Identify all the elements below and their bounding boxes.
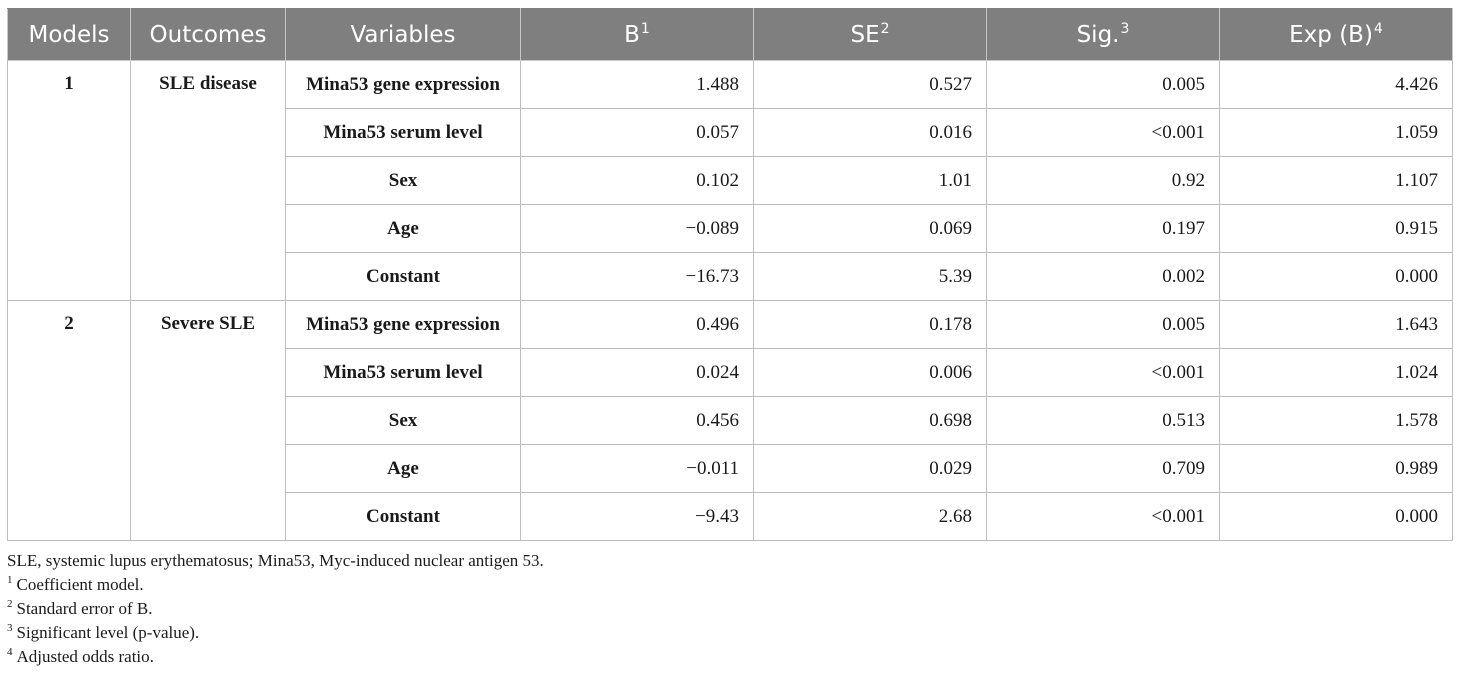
outcome-cell: SLE disease xyxy=(130,60,286,301)
se-cell: 0.006 xyxy=(753,348,987,397)
header-b-footnote-marker: 1 xyxy=(640,20,650,37)
header-se-footnote-marker: 2 xyxy=(880,20,890,37)
footnote-marker: 1 xyxy=(7,574,13,587)
table-row: Constant −16.73 5.39 0.002 0.000 xyxy=(8,252,1453,301)
expb-cell: 1.024 xyxy=(1219,348,1453,397)
variable-cell: Mina53 serum level xyxy=(285,108,521,157)
footnote-item: 4 Adjusted odds ratio. xyxy=(7,645,544,669)
variable-cell: Sex xyxy=(285,396,521,445)
table-row: Constant −9.43 2.68 <0.001 0.000 xyxy=(8,492,1453,541)
expb-cell: 1.643 xyxy=(1219,300,1453,349)
model-cell: 2 xyxy=(7,300,131,541)
footnote-text: Standard error of B. xyxy=(16,599,153,618)
footnote-marker: 4 xyxy=(7,646,13,659)
footnote-item: 3 Significant level (p-value). xyxy=(7,621,544,645)
outcome-cell: Severe SLE xyxy=(130,300,286,541)
table-footnotes: SLE, systemic lupus erythematosus; Mina5… xyxy=(7,549,544,669)
header-se-label: SE xyxy=(850,21,880,48)
sig-cell: 0.002 xyxy=(986,252,1220,301)
expb-cell: 0.000 xyxy=(1219,252,1453,301)
b-cell: −0.089 xyxy=(520,204,754,253)
se-cell: 2.68 xyxy=(753,492,987,541)
expb-cell: 0.989 xyxy=(1219,444,1453,493)
table-header-row: Models Outcomes Variables B1 SE2 Sig.3 E… xyxy=(7,8,1453,61)
b-cell: 0.496 xyxy=(520,300,754,349)
footnote-text: Significant level (p-value). xyxy=(16,623,200,642)
sig-cell: <0.001 xyxy=(986,492,1220,541)
se-cell: 1.01 xyxy=(753,156,987,205)
table-row: Mina53 serum level 0.024 0.006 <0.001 1.… xyxy=(8,348,1453,397)
footnote-item: 1 Coefficient model. xyxy=(7,573,544,597)
b-cell: −0.011 xyxy=(520,444,754,493)
abbreviations-note: SLE, systemic lupus erythematosus; Mina5… xyxy=(7,551,544,570)
sig-cell: <0.001 xyxy=(986,348,1220,397)
table-body: 1 SLE disease Mina53 gene expression 1.4… xyxy=(7,60,1453,541)
b-cell: 0.024 xyxy=(520,348,754,397)
se-cell: 0.069 xyxy=(753,204,987,253)
footnote-marker: 3 xyxy=(7,622,13,635)
model-cell: 1 xyxy=(7,60,131,301)
results-table-container: Models Outcomes Variables B1 SE2 Sig.3 E… xyxy=(7,8,1453,541)
se-cell: 0.016 xyxy=(753,108,987,157)
se-cell: 0.698 xyxy=(753,396,987,445)
sig-cell: 0.92 xyxy=(986,156,1220,205)
variable-cell: Mina53 serum level xyxy=(285,348,521,397)
se-cell: 0.527 xyxy=(753,60,987,109)
expb-cell: 1.578 xyxy=(1219,396,1453,445)
b-cell: −9.43 xyxy=(520,492,754,541)
footnote-text: Adjusted odds ratio. xyxy=(16,647,154,666)
b-cell: 0.456 xyxy=(520,396,754,445)
expb-cell: 4.426 xyxy=(1219,60,1453,109)
header-variables: Variables xyxy=(285,8,521,61)
se-cell: 5.39 xyxy=(753,252,987,301)
se-cell: 0.029 xyxy=(753,444,987,493)
header-outcomes: Outcomes xyxy=(130,8,286,61)
sig-cell: <0.001 xyxy=(986,108,1220,157)
header-sig: Sig.3 xyxy=(986,8,1220,61)
header-expb-footnote-marker: 4 xyxy=(1373,20,1383,37)
table-row: Mina53 serum level 0.057 0.016 <0.001 1.… xyxy=(8,108,1453,157)
expb-cell: 1.059 xyxy=(1219,108,1453,157)
variable-cell: Age xyxy=(285,204,521,253)
header-b-label: B xyxy=(624,21,640,48)
sig-cell: 0.197 xyxy=(986,204,1220,253)
table-row: 2 Severe SLE Mina53 gene expression 0.49… xyxy=(7,300,1453,541)
variable-cell: Mina53 gene expression xyxy=(285,60,521,109)
footnote-item: 2 Standard error of B. xyxy=(7,597,544,621)
sig-cell: 0.709 xyxy=(986,444,1220,493)
header-models: Models xyxy=(7,8,131,61)
table-row: Sex 0.456 0.698 0.513 1.578 xyxy=(8,396,1453,445)
footnote-text: Coefficient model. xyxy=(16,575,144,594)
header-expb-label: Exp (B) xyxy=(1289,21,1373,48)
b-cell: 1.488 xyxy=(520,60,754,109)
variable-cell: Mina53 gene expression xyxy=(285,300,521,349)
sig-cell: 0.005 xyxy=(986,60,1220,109)
header-b: B1 xyxy=(520,8,754,61)
table-row: Age −0.089 0.069 0.197 0.915 xyxy=(8,204,1453,253)
b-cell: 0.057 xyxy=(520,108,754,157)
expb-cell: 0.915 xyxy=(1219,204,1453,253)
footnote-marker: 2 xyxy=(7,598,13,611)
expb-cell: 1.107 xyxy=(1219,156,1453,205)
table-row: Sex 0.102 1.01 0.92 1.107 xyxy=(8,156,1453,205)
sig-cell: 0.513 xyxy=(986,396,1220,445)
b-cell: −16.73 xyxy=(520,252,754,301)
b-cell: 0.102 xyxy=(520,156,754,205)
variable-cell: Constant xyxy=(285,252,521,301)
variable-cell: Age xyxy=(285,444,521,493)
variable-cell: Sex xyxy=(285,156,521,205)
header-se: SE2 xyxy=(753,8,987,61)
expb-cell: 0.000 xyxy=(1219,492,1453,541)
regression-table: Models Outcomes Variables B1 SE2 Sig.3 E… xyxy=(7,8,1453,541)
header-sig-label: Sig. xyxy=(1076,21,1120,48)
sig-cell: 0.005 xyxy=(986,300,1220,349)
table-row: 1 SLE disease Mina53 gene expression 1.4… xyxy=(7,60,1453,301)
se-cell: 0.178 xyxy=(753,300,987,349)
header-expb: Exp (B)4 xyxy=(1219,8,1453,61)
variable-cell: Constant xyxy=(285,492,521,541)
header-sig-footnote-marker: 3 xyxy=(1120,20,1130,37)
